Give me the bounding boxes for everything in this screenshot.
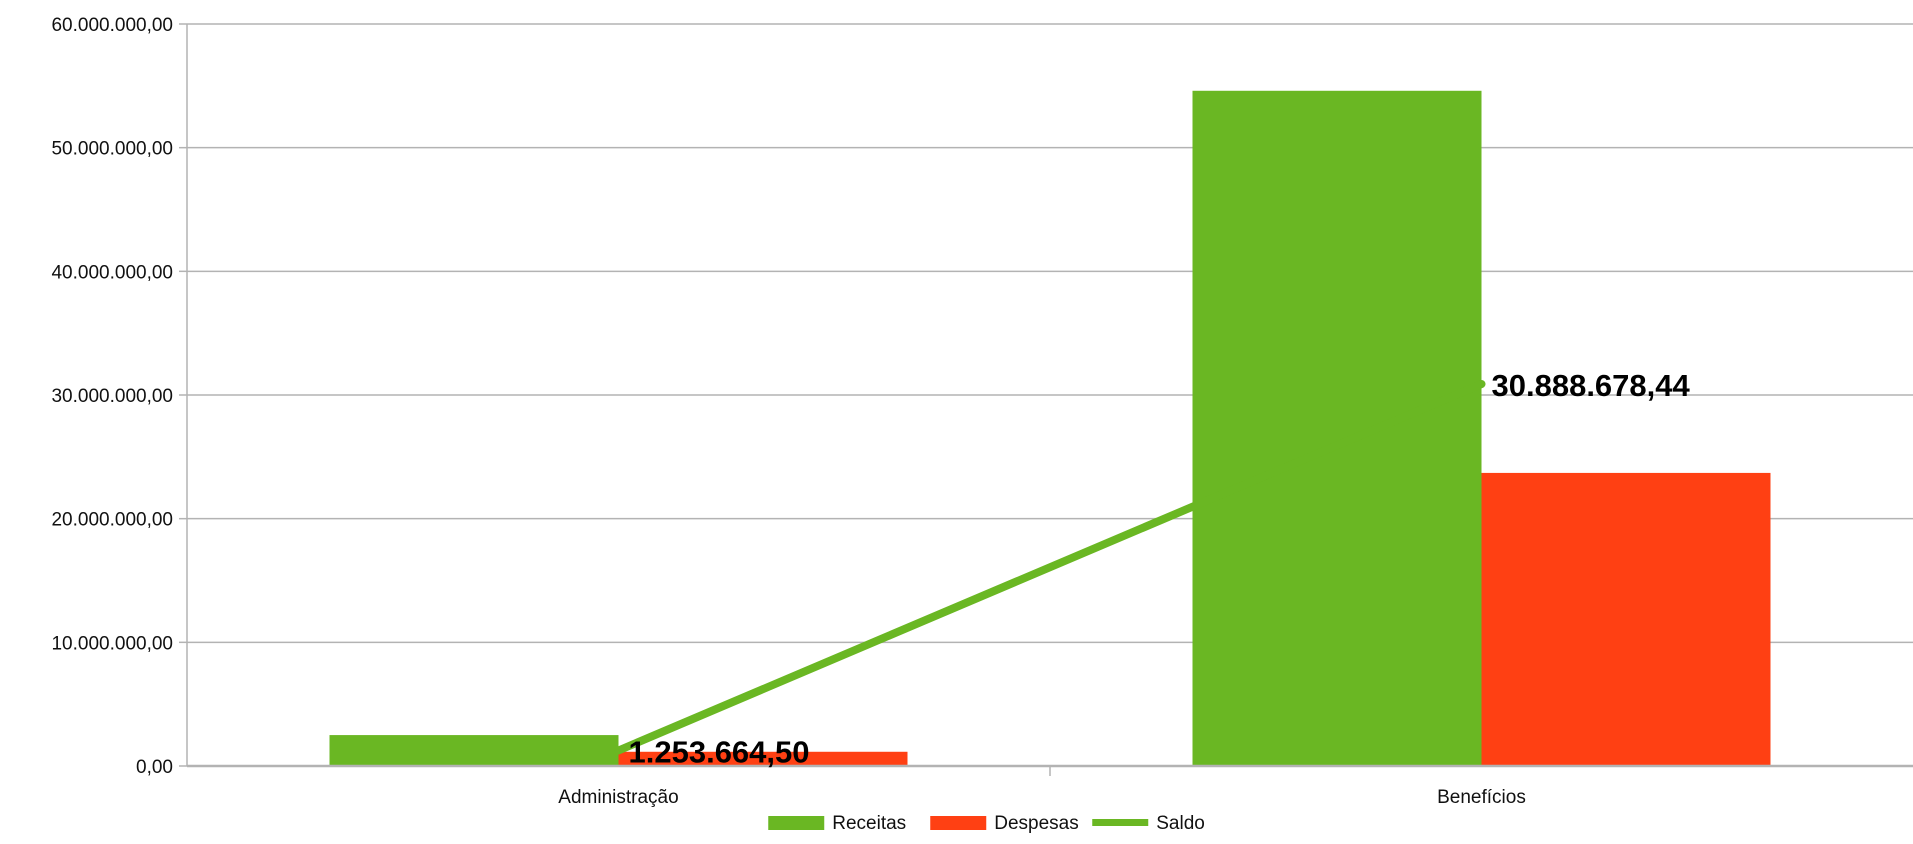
bar-receitas-beneficios [1192,90,1482,766]
data-labels: 1.253.664,50 30.888.678,44 [629,368,1691,769]
y-tick-label: 10.000.000,00 [51,633,173,654]
axes: 0,00 10.000.000,00 20.000.000,00 30.000.000… [51,15,1913,808]
legend-label-despesas: Despesas [994,813,1079,834]
x-category-label-administracao: Administração [558,787,678,808]
saldo-line-layer [614,380,1486,755]
y-tick-label: 30.000.000,00 [51,386,173,407]
data-label-saldo-beneficios: 30.888.678,44 [1492,368,1691,403]
data-label-saldo-administracao: 1.253.664,50 [629,734,810,769]
legend-label-receitas: Receitas [832,813,906,834]
bar-despesas-administracao [618,751,908,766]
x-category-label-beneficios: Benefícios [1437,787,1526,808]
y-tick-label: 20.000.000,00 [51,510,173,531]
legend-swatch-despesas [930,816,987,830]
y-tick-label: 0,00 [136,757,173,778]
y-tick-label: 50.000.000,00 [51,139,173,160]
y-tick-label: 60.000.000,00 [51,15,173,36]
legend-swatch-saldo [1092,819,1149,826]
legend-label-saldo: Saldo [1156,813,1205,834]
y-tick-label: 40.000.000,00 [51,262,173,283]
legend-swatch-receitas [768,816,825,830]
bar-despesas-beneficios [1481,472,1771,766]
bar-receitas-administracao [329,735,619,766]
line-saldo [614,380,1486,755]
bars [329,90,1771,766]
legend: Receitas Despesas Saldo [768,813,1205,834]
